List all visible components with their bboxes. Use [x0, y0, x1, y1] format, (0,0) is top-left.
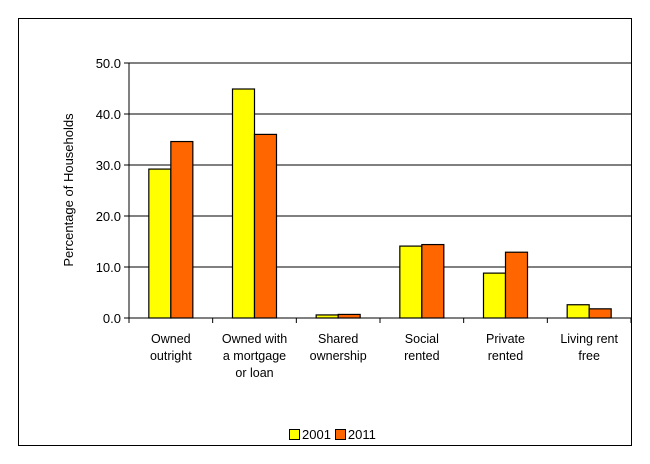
bar-2011-3	[421, 243, 445, 319]
legend-item-2001: 2001	[289, 427, 331, 442]
bar-2011-0	[170, 140, 194, 319]
bar-2011-2	[337, 313, 361, 319]
y-tick-label: 10.0	[96, 260, 121, 275]
y-axis-label: Percentage of Households	[61, 113, 76, 267]
legend: 2001 2011	[289, 427, 380, 442]
legend-swatch-2011	[334, 429, 346, 440]
bar-2001-5	[566, 304, 590, 319]
y-tick-label: 30.0	[96, 158, 121, 173]
y-tick-label: 50.0	[96, 56, 121, 71]
bar-2001-0	[148, 168, 172, 319]
x-category-label: Owned with a mortgage or loan	[222, 332, 287, 380]
chart-frame	[18, 18, 632, 446]
x-category-label: Social rented	[404, 332, 439, 363]
x-category-label: Living rent free	[560, 332, 618, 363]
legend-item-2011: 2011	[334, 427, 376, 442]
bar-2001-3	[399, 245, 423, 319]
legend-label-2011: 2011	[347, 427, 376, 442]
y-tick-label: 20.0	[96, 209, 121, 224]
legend-swatch-2001	[289, 429, 300, 440]
x-category-label: Private rented	[486, 332, 525, 363]
bar-2011-1	[253, 133, 278, 319]
bar-2011-4	[504, 251, 529, 319]
y-tick-label: 40.0	[96, 107, 121, 122]
x-category-label: Shared ownership	[310, 332, 367, 363]
x-category-label: Owned outright	[150, 332, 192, 363]
bar-2001-2	[315, 314, 339, 319]
legend-label-2001: 2001	[302, 427, 331, 442]
bar-2001-4	[482, 272, 507, 319]
bar-2011-5	[588, 308, 612, 319]
bar-2001-1	[231, 88, 256, 319]
y-tick-label: 0.0	[103, 311, 121, 326]
